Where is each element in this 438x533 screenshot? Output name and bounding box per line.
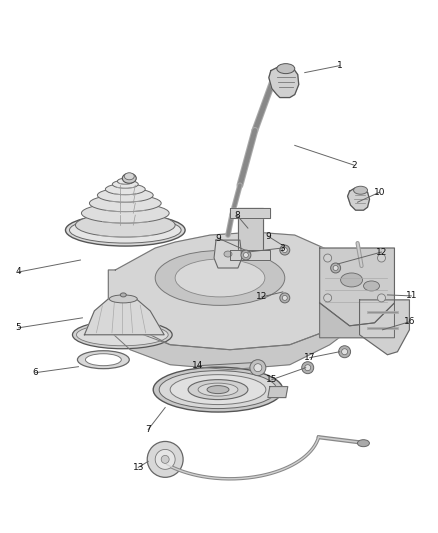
Circle shape [331, 263, 341, 273]
Circle shape [305, 365, 311, 370]
Polygon shape [348, 188, 370, 210]
Text: 14: 14 [192, 361, 204, 370]
Text: 17: 17 [304, 353, 315, 362]
Ellipse shape [66, 214, 185, 246]
Ellipse shape [341, 273, 363, 287]
Polygon shape [108, 232, 355, 350]
Ellipse shape [72, 321, 172, 349]
Ellipse shape [89, 195, 161, 212]
Polygon shape [320, 248, 395, 326]
Text: 11: 11 [406, 292, 417, 301]
Polygon shape [269, 64, 299, 98]
Polygon shape [320, 303, 395, 338]
Polygon shape [230, 208, 270, 218]
Ellipse shape [120, 293, 126, 297]
Ellipse shape [188, 379, 248, 400]
Text: 12: 12 [256, 293, 268, 301]
Circle shape [244, 253, 248, 257]
Circle shape [342, 349, 348, 355]
Circle shape [333, 265, 338, 270]
Ellipse shape [357, 440, 369, 447]
Ellipse shape [117, 178, 133, 184]
Text: 8: 8 [234, 211, 240, 220]
Circle shape [302, 362, 314, 374]
Ellipse shape [122, 173, 136, 183]
Polygon shape [214, 240, 242, 268]
Text: 6: 6 [33, 368, 39, 377]
Ellipse shape [159, 370, 277, 409]
Circle shape [280, 245, 290, 255]
Text: 9: 9 [265, 232, 271, 240]
Circle shape [241, 250, 251, 260]
Polygon shape [238, 208, 263, 258]
Polygon shape [230, 250, 270, 260]
Polygon shape [268, 386, 288, 398]
Ellipse shape [155, 251, 285, 305]
Circle shape [250, 360, 266, 376]
Ellipse shape [207, 385, 229, 393]
Ellipse shape [175, 259, 265, 297]
Circle shape [280, 293, 290, 303]
Text: 1: 1 [337, 61, 343, 70]
Ellipse shape [112, 180, 138, 188]
Ellipse shape [110, 295, 137, 303]
Ellipse shape [124, 173, 134, 180]
Circle shape [378, 254, 385, 262]
Ellipse shape [81, 203, 169, 223]
Polygon shape [360, 300, 410, 355]
Ellipse shape [170, 375, 266, 405]
Circle shape [254, 364, 262, 372]
Text: 12: 12 [376, 247, 387, 256]
Circle shape [147, 441, 183, 478]
Circle shape [324, 294, 332, 302]
Ellipse shape [353, 186, 367, 194]
Ellipse shape [70, 217, 181, 243]
Text: 3: 3 [279, 244, 285, 253]
Text: 10: 10 [374, 188, 385, 197]
Text: 2: 2 [352, 161, 357, 170]
Ellipse shape [364, 281, 379, 291]
Polygon shape [108, 310, 355, 370]
Ellipse shape [153, 367, 283, 412]
Text: 16: 16 [404, 317, 415, 326]
Text: 13: 13 [133, 463, 144, 472]
Ellipse shape [277, 63, 295, 74]
Ellipse shape [77, 324, 168, 346]
Ellipse shape [97, 188, 153, 202]
Circle shape [378, 294, 385, 302]
Text: 5: 5 [16, 324, 21, 332]
Text: 9: 9 [215, 233, 221, 243]
Ellipse shape [106, 184, 145, 195]
Ellipse shape [224, 251, 232, 257]
Circle shape [161, 455, 169, 463]
Circle shape [283, 247, 287, 253]
Circle shape [339, 346, 350, 358]
Ellipse shape [198, 383, 238, 396]
Circle shape [283, 295, 287, 301]
Polygon shape [85, 299, 164, 335]
Text: 7: 7 [145, 425, 151, 434]
Ellipse shape [85, 354, 121, 366]
Circle shape [155, 449, 175, 470]
Circle shape [324, 254, 332, 262]
Text: 15: 15 [266, 375, 278, 384]
Text: 4: 4 [16, 268, 21, 277]
Ellipse shape [75, 213, 175, 237]
Ellipse shape [78, 351, 129, 369]
